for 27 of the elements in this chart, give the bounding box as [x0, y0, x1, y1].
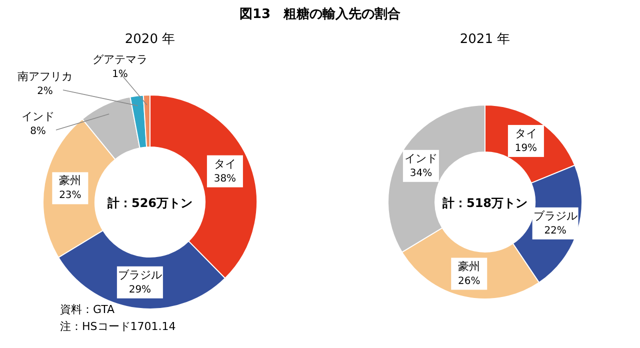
slice-label: 南アフリカ	[18, 70, 72, 83]
slice-label: インド	[22, 110, 54, 123]
slice-label: ブラジル	[118, 268, 162, 282]
data-label: 8%	[30, 126, 46, 137]
data-label: 34%	[410, 168, 432, 179]
chart-subtitle: 2021 年	[460, 32, 510, 47]
slice-label: インド	[404, 152, 438, 165]
text: 資料：GTA	[60, 303, 115, 316]
slice-label: グアテマラ	[92, 53, 148, 66]
slice-label: ブラジル	[533, 209, 578, 222]
slice-label: タイ	[214, 157, 236, 170]
slice-label: タイ	[514, 126, 537, 140]
data-label: 1%	[112, 69, 128, 80]
chart-subtitle: 2020 年	[124, 32, 176, 47]
text: 計：526万トン	[106, 196, 193, 210]
data-label: 29%	[128, 284, 152, 296]
data-label: 38%	[214, 173, 236, 184]
data-label: 26%	[458, 276, 480, 287]
data-label: 23%	[59, 190, 82, 202]
data-label: 22%	[544, 225, 566, 236]
slice-label: 豪州	[458, 260, 480, 273]
slice-label: 豪州	[59, 174, 82, 188]
text: 図13 粗糖の輸入先の割合	[239, 6, 401, 22]
data-label: 2%	[37, 86, 53, 97]
data-label: 19%	[514, 142, 538, 154]
text: 注：HSコード1701.14	[60, 320, 176, 333]
text: 計：518万トン	[441, 196, 528, 210]
